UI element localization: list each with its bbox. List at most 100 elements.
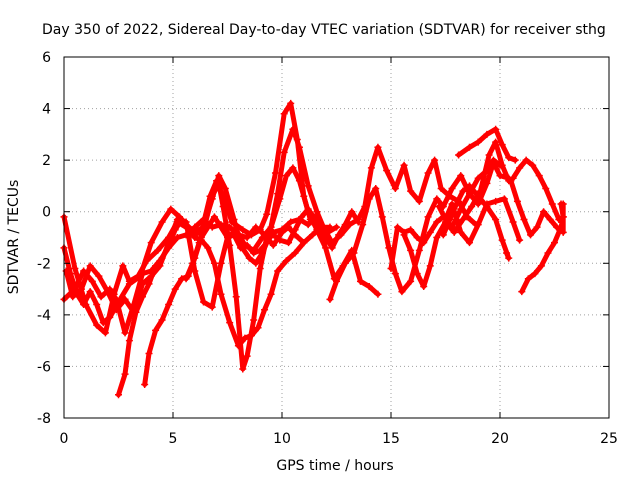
- data-point: [230, 215, 238, 223]
- data-point: [189, 259, 197, 267]
- data-point: [115, 391, 122, 399]
- data-point: [154, 246, 162, 254]
- data-point: [287, 218, 295, 226]
- data-point: [276, 195, 284, 203]
- data-point: [200, 298, 208, 306]
- data-point: [559, 213, 567, 221]
- data-point: [145, 280, 153, 288]
- data-point: [455, 151, 463, 159]
- data-point: [333, 223, 340, 231]
- data-point: [433, 218, 441, 226]
- data-point: [178, 215, 186, 223]
- data-point: [71, 264, 79, 272]
- data-point: [138, 293, 146, 301]
- data-point: [542, 185, 550, 193]
- data-point: [132, 308, 140, 316]
- data-point: [503, 249, 511, 257]
- y-tick-label: -2: [37, 256, 51, 272]
- data-point: [237, 244, 245, 252]
- data-point: [106, 285, 114, 293]
- data-point: [459, 187, 467, 195]
- series-trace-16: [519, 214, 566, 295]
- x-axis-label: GPS time / hours: [276, 458, 393, 474]
- data-point: [263, 234, 271, 241]
- data-point: [309, 231, 317, 239]
- data-point: [171, 285, 179, 293]
- data-point: [304, 205, 312, 213]
- y-tick-label: -6: [37, 359, 51, 375]
- data-point: [267, 290, 275, 298]
- data-point: [269, 241, 277, 249]
- x-tick-label: 20: [491, 431, 509, 447]
- data-point: [298, 213, 306, 221]
- data-point: [97, 293, 105, 301]
- data-point: [217, 290, 225, 298]
- data-point: [465, 143, 473, 151]
- data-point: [184, 223, 192, 231]
- data-point: [359, 221, 367, 229]
- data-point: [263, 210, 271, 218]
- data-point: [474, 138, 482, 146]
- data-point: [86, 288, 94, 296]
- data-point: [106, 313, 114, 321]
- data-point: [415, 246, 423, 254]
- data-point: [191, 234, 199, 241]
- data-point: [158, 316, 166, 324]
- data-point: [165, 301, 173, 309]
- data-point: [191, 223, 199, 231]
- data-point: [195, 239, 203, 247]
- data-point: [437, 185, 445, 193]
- data-point: [435, 203, 443, 211]
- data-point: [400, 161, 408, 169]
- data-point: [415, 197, 423, 205]
- data-point: [496, 172, 504, 180]
- data-point: [457, 172, 465, 180]
- data-point: [531, 270, 539, 278]
- data-point: [239, 226, 247, 234]
- data-point: [261, 306, 269, 314]
- data-point: [171, 226, 179, 234]
- data-point: [529, 161, 537, 169]
- data-point: [215, 179, 223, 187]
- data-point: [465, 239, 473, 247]
- data-point: [420, 239, 428, 247]
- data-point: [121, 370, 129, 378]
- data-point: [158, 218, 166, 226]
- data-point: [498, 161, 506, 169]
- data-point: [243, 352, 251, 360]
- data-point: [372, 185, 380, 193]
- data-point: [398, 288, 406, 296]
- data-point: [125, 280, 133, 288]
- data-point: [204, 244, 212, 252]
- data-point: [448, 200, 456, 208]
- data-point: [424, 169, 432, 177]
- data-point: [274, 267, 282, 275]
- data-point: [516, 236, 524, 244]
- data-point: [226, 319, 234, 327]
- data-point: [71, 285, 79, 293]
- data-point: [285, 239, 293, 247]
- data-point: [391, 270, 399, 278]
- data-point: [498, 236, 506, 244]
- data-point: [252, 259, 260, 267]
- data-point: [287, 99, 295, 107]
- data-point: [289, 164, 297, 172]
- data-point: [254, 324, 262, 332]
- data-point: [485, 151, 493, 159]
- data-point: [210, 259, 218, 267]
- data-point: [119, 262, 127, 270]
- data-point: [267, 223, 275, 231]
- data-point: [492, 125, 500, 133]
- data-point: [165, 241, 173, 249]
- data-point: [173, 234, 181, 241]
- data-point: [125, 337, 133, 345]
- data-point: [407, 277, 415, 285]
- data-point: [93, 321, 101, 329]
- data-point: [426, 262, 434, 270]
- y-tick-label: 4: [42, 102, 51, 118]
- data-point: [256, 264, 264, 272]
- data-point: [130, 301, 138, 309]
- data-point: [476, 187, 484, 195]
- data-point: [465, 182, 473, 190]
- data-point: [322, 244, 330, 252]
